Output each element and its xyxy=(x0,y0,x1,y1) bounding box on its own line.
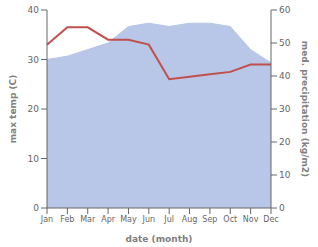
svg-text:Mar: Mar xyxy=(80,215,96,224)
svg-text:10: 10 xyxy=(279,170,291,180)
svg-text:max temp (C): max temp (C) xyxy=(8,75,18,144)
svg-text:date (month): date (month) xyxy=(126,234,193,244)
svg-text:20: 20 xyxy=(279,137,291,147)
svg-text:Nov: Nov xyxy=(243,215,259,224)
svg-text:med. precipitation (kg/m2): med. precipitation (kg/m2) xyxy=(300,41,310,177)
svg-text:Apr: Apr xyxy=(101,215,116,224)
svg-text:50: 50 xyxy=(279,38,291,48)
svg-text:30: 30 xyxy=(279,104,291,114)
svg-text:Oct: Oct xyxy=(223,215,237,224)
svg-text:Dec: Dec xyxy=(263,215,278,224)
svg-text:Jun: Jun xyxy=(142,215,156,224)
svg-text:Jul: Jul xyxy=(163,215,174,224)
svg-text:40: 40 xyxy=(279,71,291,81)
svg-text:60: 60 xyxy=(279,5,291,15)
svg-text:Aug: Aug xyxy=(182,215,198,224)
svg-text:Feb: Feb xyxy=(60,215,74,224)
svg-text:20: 20 xyxy=(28,104,40,114)
svg-text:30: 30 xyxy=(28,55,40,65)
svg-text:10: 10 xyxy=(28,154,40,164)
svg-text:40: 40 xyxy=(28,5,40,15)
svg-text:Jan: Jan xyxy=(40,215,53,224)
svg-text:0: 0 xyxy=(33,203,39,213)
svg-text:Sep: Sep xyxy=(202,215,217,224)
svg-text:0: 0 xyxy=(279,203,285,213)
svg-text:May: May xyxy=(120,215,137,224)
